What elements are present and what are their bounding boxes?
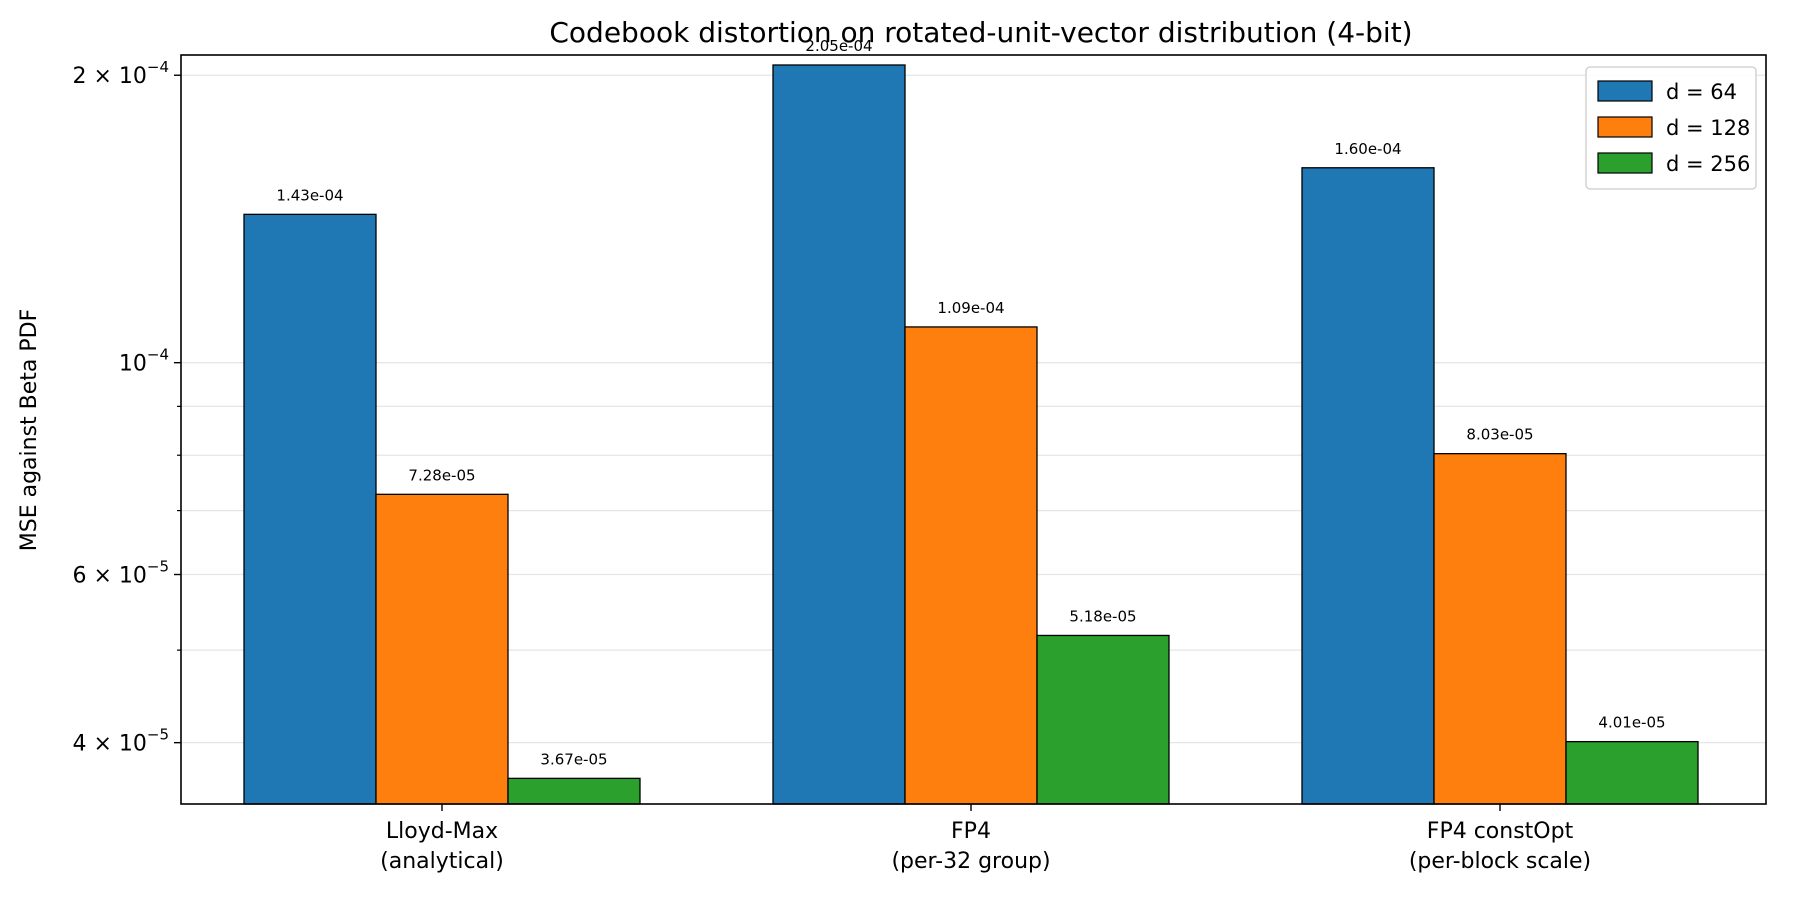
legend-swatch bbox=[1597, 116, 1653, 138]
chart-title: Codebook distortion on rotated-unit-vect… bbox=[549, 16, 1412, 49]
bar bbox=[1036, 634, 1170, 805]
bar-value-label: 5.18e-05 bbox=[1069, 607, 1136, 625]
legend-label: d = 64 bbox=[1666, 80, 1737, 104]
bar-value-label: 2.05e-04 bbox=[805, 37, 872, 55]
x-tick-label: FP4 bbox=[951, 819, 991, 844]
bar-value-label: 1.43e-04 bbox=[276, 186, 343, 204]
legend-swatch bbox=[1597, 152, 1653, 174]
x-tick-label: FP4 constOpt bbox=[1427, 819, 1574, 844]
legend: d = 64 d = 128 d = 256 bbox=[1585, 66, 1757, 190]
x-tick-labels: Lloyd-Max (analytical) FP4 (per-32 group) FP… bbox=[380, 804, 1591, 874]
x-tick-label: (analytical) bbox=[380, 849, 504, 874]
bar bbox=[904, 326, 1038, 805]
y-axis-label: MSE against Beta PDF bbox=[17, 309, 42, 552]
axes bbox=[180, 54, 1767, 805]
bar-value-label: 8.03e-05 bbox=[1466, 426, 1533, 444]
bar bbox=[1301, 167, 1435, 805]
bar-value-label: 3.67e-05 bbox=[540, 750, 607, 768]
value-labels: 1.43e-04 2.05e-04 1.60e-04 7.28e-05 1.09e-04… bbox=[276, 37, 1665, 768]
x-tick-label: (per-block scale) bbox=[1409, 849, 1591, 874]
plot-frame bbox=[180, 54, 1767, 805]
legend-label: d = 128 bbox=[1666, 116, 1750, 140]
bar bbox=[243, 213, 377, 805]
legend-swatch bbox=[1597, 80, 1653, 102]
y-tick-labels: 2 × 10−4 10−4 6 × 10−5 4 × 10−5 bbox=[72, 58, 181, 757]
y-tick-label: 4 × 10−5 bbox=[72, 726, 169, 757]
bar-value-label: 7.28e-05 bbox=[408, 466, 475, 484]
bar bbox=[1433, 453, 1567, 805]
x-tick-label: (per-32 group) bbox=[891, 849, 1050, 874]
bar bbox=[375, 493, 509, 805]
y-tick-label: 2 × 10−4 bbox=[72, 58, 169, 89]
bar-value-label: 1.09e-04 bbox=[937, 299, 1004, 317]
bar-value-label: 4.01e-05 bbox=[1598, 714, 1665, 732]
y-tick-label: 6 × 10−5 bbox=[72, 558, 169, 589]
y-tick-label: 10−4 bbox=[119, 346, 169, 377]
x-tick-label: Lloyd-Max bbox=[386, 819, 498, 844]
bar bbox=[507, 777, 641, 805]
bar bbox=[1565, 740, 1699, 805]
bar-value-label: 1.60e-04 bbox=[1334, 140, 1401, 158]
bar bbox=[772, 64, 906, 805]
bars bbox=[243, 64, 1699, 805]
legend-label: d = 256 bbox=[1666, 152, 1750, 176]
